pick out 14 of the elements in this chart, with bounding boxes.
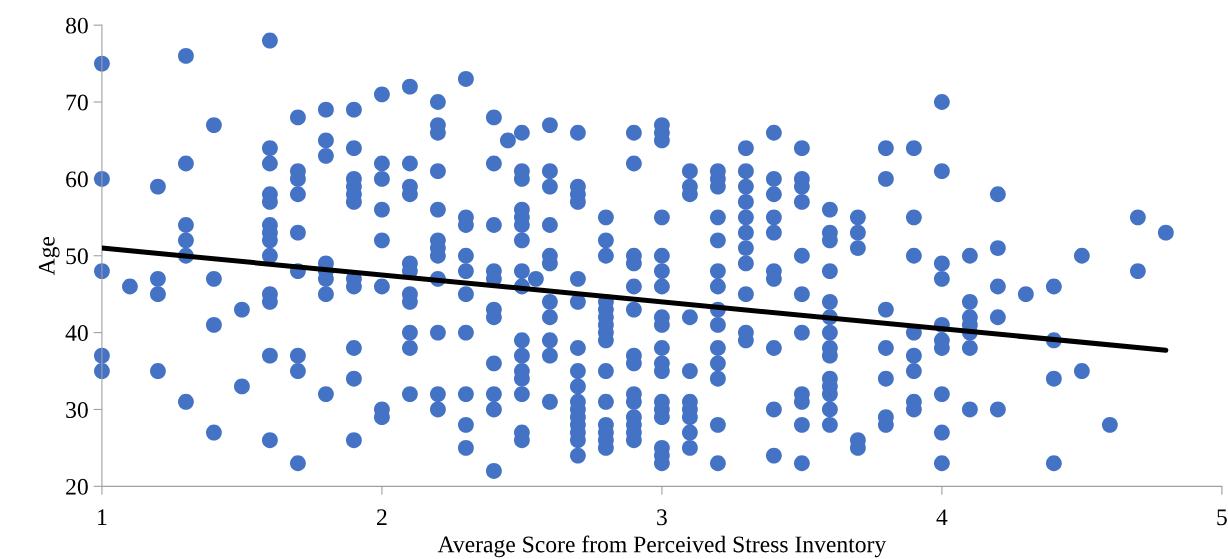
y-tick-label: 50 — [66, 248, 88, 265]
x-tick-label: 5 — [1217, 509, 1227, 526]
y-tick-label: 40 — [65, 325, 88, 342]
x-axis-title: Average Score from Perceived Stress Inventory — [437, 535, 887, 558]
x-tick-label: 1 — [98, 509, 107, 525]
y-tick-label: 20 — [66, 478, 88, 495]
y-tick-label: 30 — [66, 401, 88, 418]
y-tick-label: 80 — [66, 17, 88, 34]
x-tick-label: 2 — [377, 509, 387, 525]
x-tick-label: 3 — [657, 509, 667, 526]
y-axis-title: Age — [38, 236, 60, 276]
x-tick-label: 4 — [936, 509, 948, 525]
y-tick-label: 70 — [66, 94, 88, 111]
y-tick-label: 60 — [66, 171, 88, 188]
